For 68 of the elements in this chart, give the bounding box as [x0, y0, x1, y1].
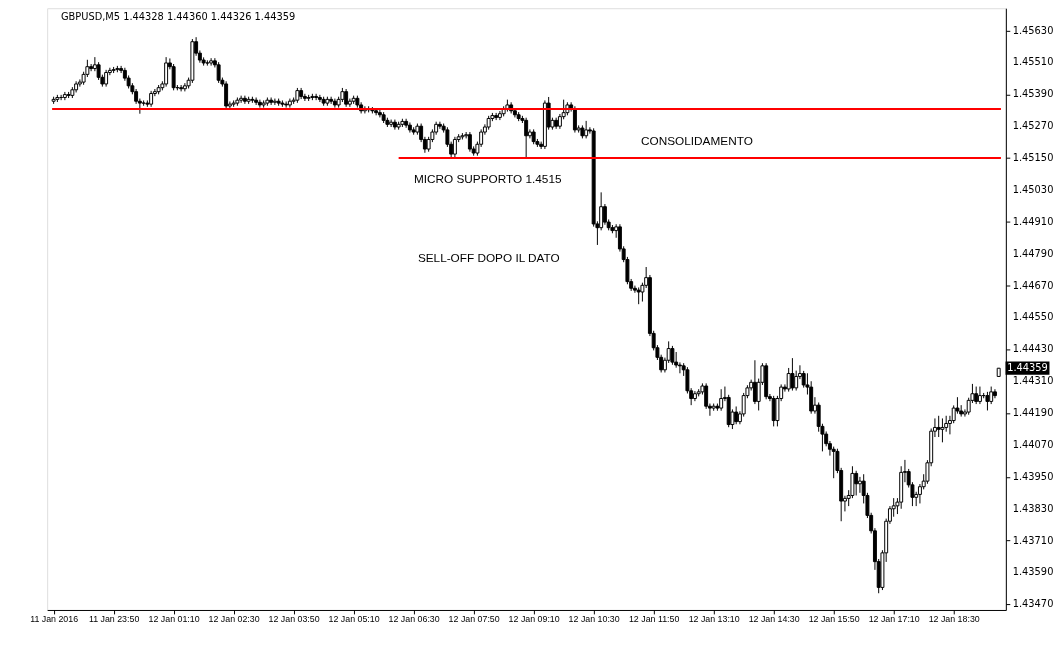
candlestick — [572, 105, 577, 134]
candlestick — [89, 63, 94, 72]
candlestick — [62, 91, 67, 101]
candlestick — [854, 470, 859, 496]
y-tick-label: 1.44310 — [1012, 375, 1054, 387]
candlestick — [857, 476, 862, 494]
candlestick — [314, 93, 319, 101]
x-tick-label: 12 Jan 10:30 — [568, 614, 620, 625]
y-tick-label: 1.44670 — [1012, 279, 1054, 291]
y-tick-label: 1.43590 — [1012, 566, 1054, 578]
candlestick — [389, 119, 394, 128]
x-tick-label: 12 Jan 09:10 — [508, 614, 560, 625]
y-tick-label: 1.44550 — [1012, 311, 1054, 323]
candlestick — [284, 101, 289, 109]
y-tick-label: 1.45270 — [1012, 120, 1054, 132]
candlestick — [790, 357, 795, 392]
candlestick — [216, 61, 221, 84]
candlestick — [602, 203, 607, 226]
x-tick-label: 12 Jan 13:10 — [688, 614, 740, 625]
x-tick-label: 12 Jan 15:50 — [808, 614, 860, 625]
y-tick-label: 1.43470 — [1012, 598, 1054, 610]
candlestick — [677, 361, 682, 374]
candlestick — [317, 94, 322, 103]
x-tick-label: 12 Jan 03:50 — [268, 614, 320, 625]
x-tick-label: 12 Jan 11:50 — [628, 614, 680, 625]
x-tick-label: 12 Jan 14:30 — [748, 614, 800, 625]
annotation: MICRO SUPPORTO 1.4515 — [413, 172, 562, 186]
x-tick-label: 12 Jan 17:10 — [868, 614, 920, 625]
text: 1.44359 — [1007, 362, 1048, 374]
candlestick — [936, 415, 941, 438]
y-tick-label: 1.45150 — [1012, 152, 1054, 164]
candlestick — [182, 82, 187, 92]
candlestick — [257, 99, 262, 109]
x-tick-label: 12 Jan 07:50 — [448, 614, 500, 625]
candlestick — [164, 56, 169, 88]
x-tick-label: 12 Jan 01:10 — [148, 614, 200, 625]
y-tick-label: 1.43710 — [1012, 534, 1054, 546]
candlestick — [179, 84, 184, 92]
annotation: SELL-OFF DOPO IL DATO — [417, 250, 560, 264]
candlestick — [254, 97, 259, 106]
annotation: CONSOLIDAMENTO — [641, 133, 753, 147]
chart-title: GBPUSD,M5 1.44328 1.44360 1.44326 1.44359 — [60, 11, 296, 23]
y-tick-label: 1.45630 — [1012, 24, 1054, 36]
y-tick-label: 1.44070 — [1012, 438, 1054, 450]
candlestick — [272, 98, 277, 106]
candlestick — [437, 121, 442, 130]
candlestick — [467, 131, 472, 153]
x-tick-label: 12 Jan 06:30 — [388, 614, 440, 625]
y-tick-label: 1.44190 — [1012, 407, 1054, 419]
x-tick-label: 12 Jan 05:10 — [328, 614, 380, 625]
candlestick — [329, 96, 334, 105]
candlestick — [269, 97, 274, 106]
y-tick-label: 1.44910 — [1012, 215, 1054, 227]
y-tick-label: 1.44790 — [1012, 247, 1054, 259]
candlestick — [719, 388, 724, 412]
x-tick-label: 12 Jan 02:30 — [208, 614, 260, 625]
candlestick — [670, 345, 675, 366]
candlestick — [239, 95, 244, 104]
x-tick-label: 11 Jan 2016 — [30, 614, 79, 625]
y-tick-label: 1.45030 — [1012, 183, 1054, 195]
candlestick — [242, 95, 247, 105]
y-tick-label: 1.44430 — [1012, 343, 1054, 355]
y-tick-label: 1.43950 — [1012, 470, 1054, 482]
y-tick-label: 1.45390 — [1012, 88, 1054, 100]
y-tick-label: 1.43830 — [1012, 502, 1054, 514]
y-tick-label: 1.45510 — [1012, 56, 1054, 68]
x-tick-label: 11 Jan 23:50 — [88, 614, 140, 625]
x-tick-label: 12 Jan 18:30 — [928, 614, 980, 625]
